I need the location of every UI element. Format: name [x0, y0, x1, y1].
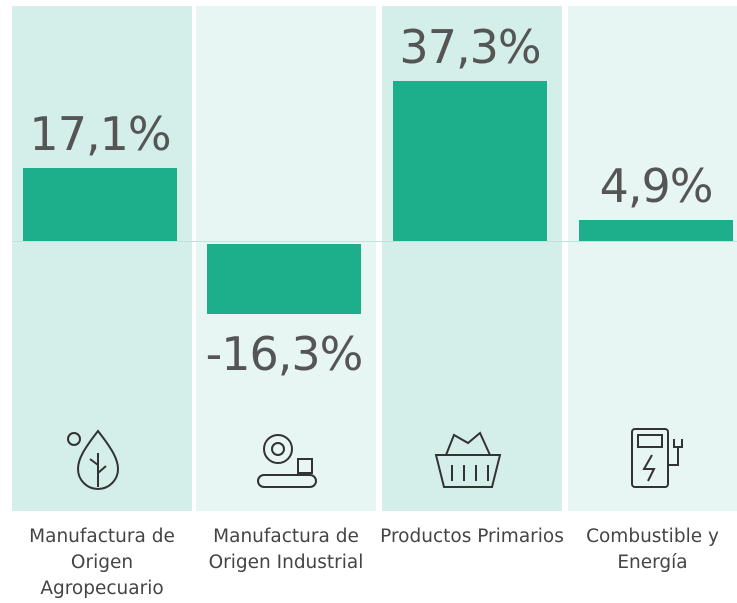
bar [207, 244, 361, 314]
gear-icon [257, 434, 317, 488]
bar [393, 81, 547, 241]
value-label: 37,3% [399, 20, 541, 74]
category-label: Productos Primarios [380, 526, 564, 547]
category-label: Combustible y Energía [586, 526, 719, 573]
fuel-icon [631, 428, 683, 488]
baseline [12, 241, 737, 242]
column-bg [568, 6, 737, 511]
value-label: 17,1% [29, 106, 171, 161]
leaf-icon [67, 429, 120, 490]
value-label: -16,3% [205, 326, 364, 381]
value-label: 4,9% [599, 158, 714, 213]
column-bg [12, 6, 192, 511]
basket-icon [434, 431, 502, 488]
category-label: Manufactura de Origen Industrial [208, 526, 364, 573]
bar [579, 219, 733, 241]
category-label: Manufactura de Origen Agropecuario [29, 526, 175, 599]
bar [23, 167, 177, 241]
